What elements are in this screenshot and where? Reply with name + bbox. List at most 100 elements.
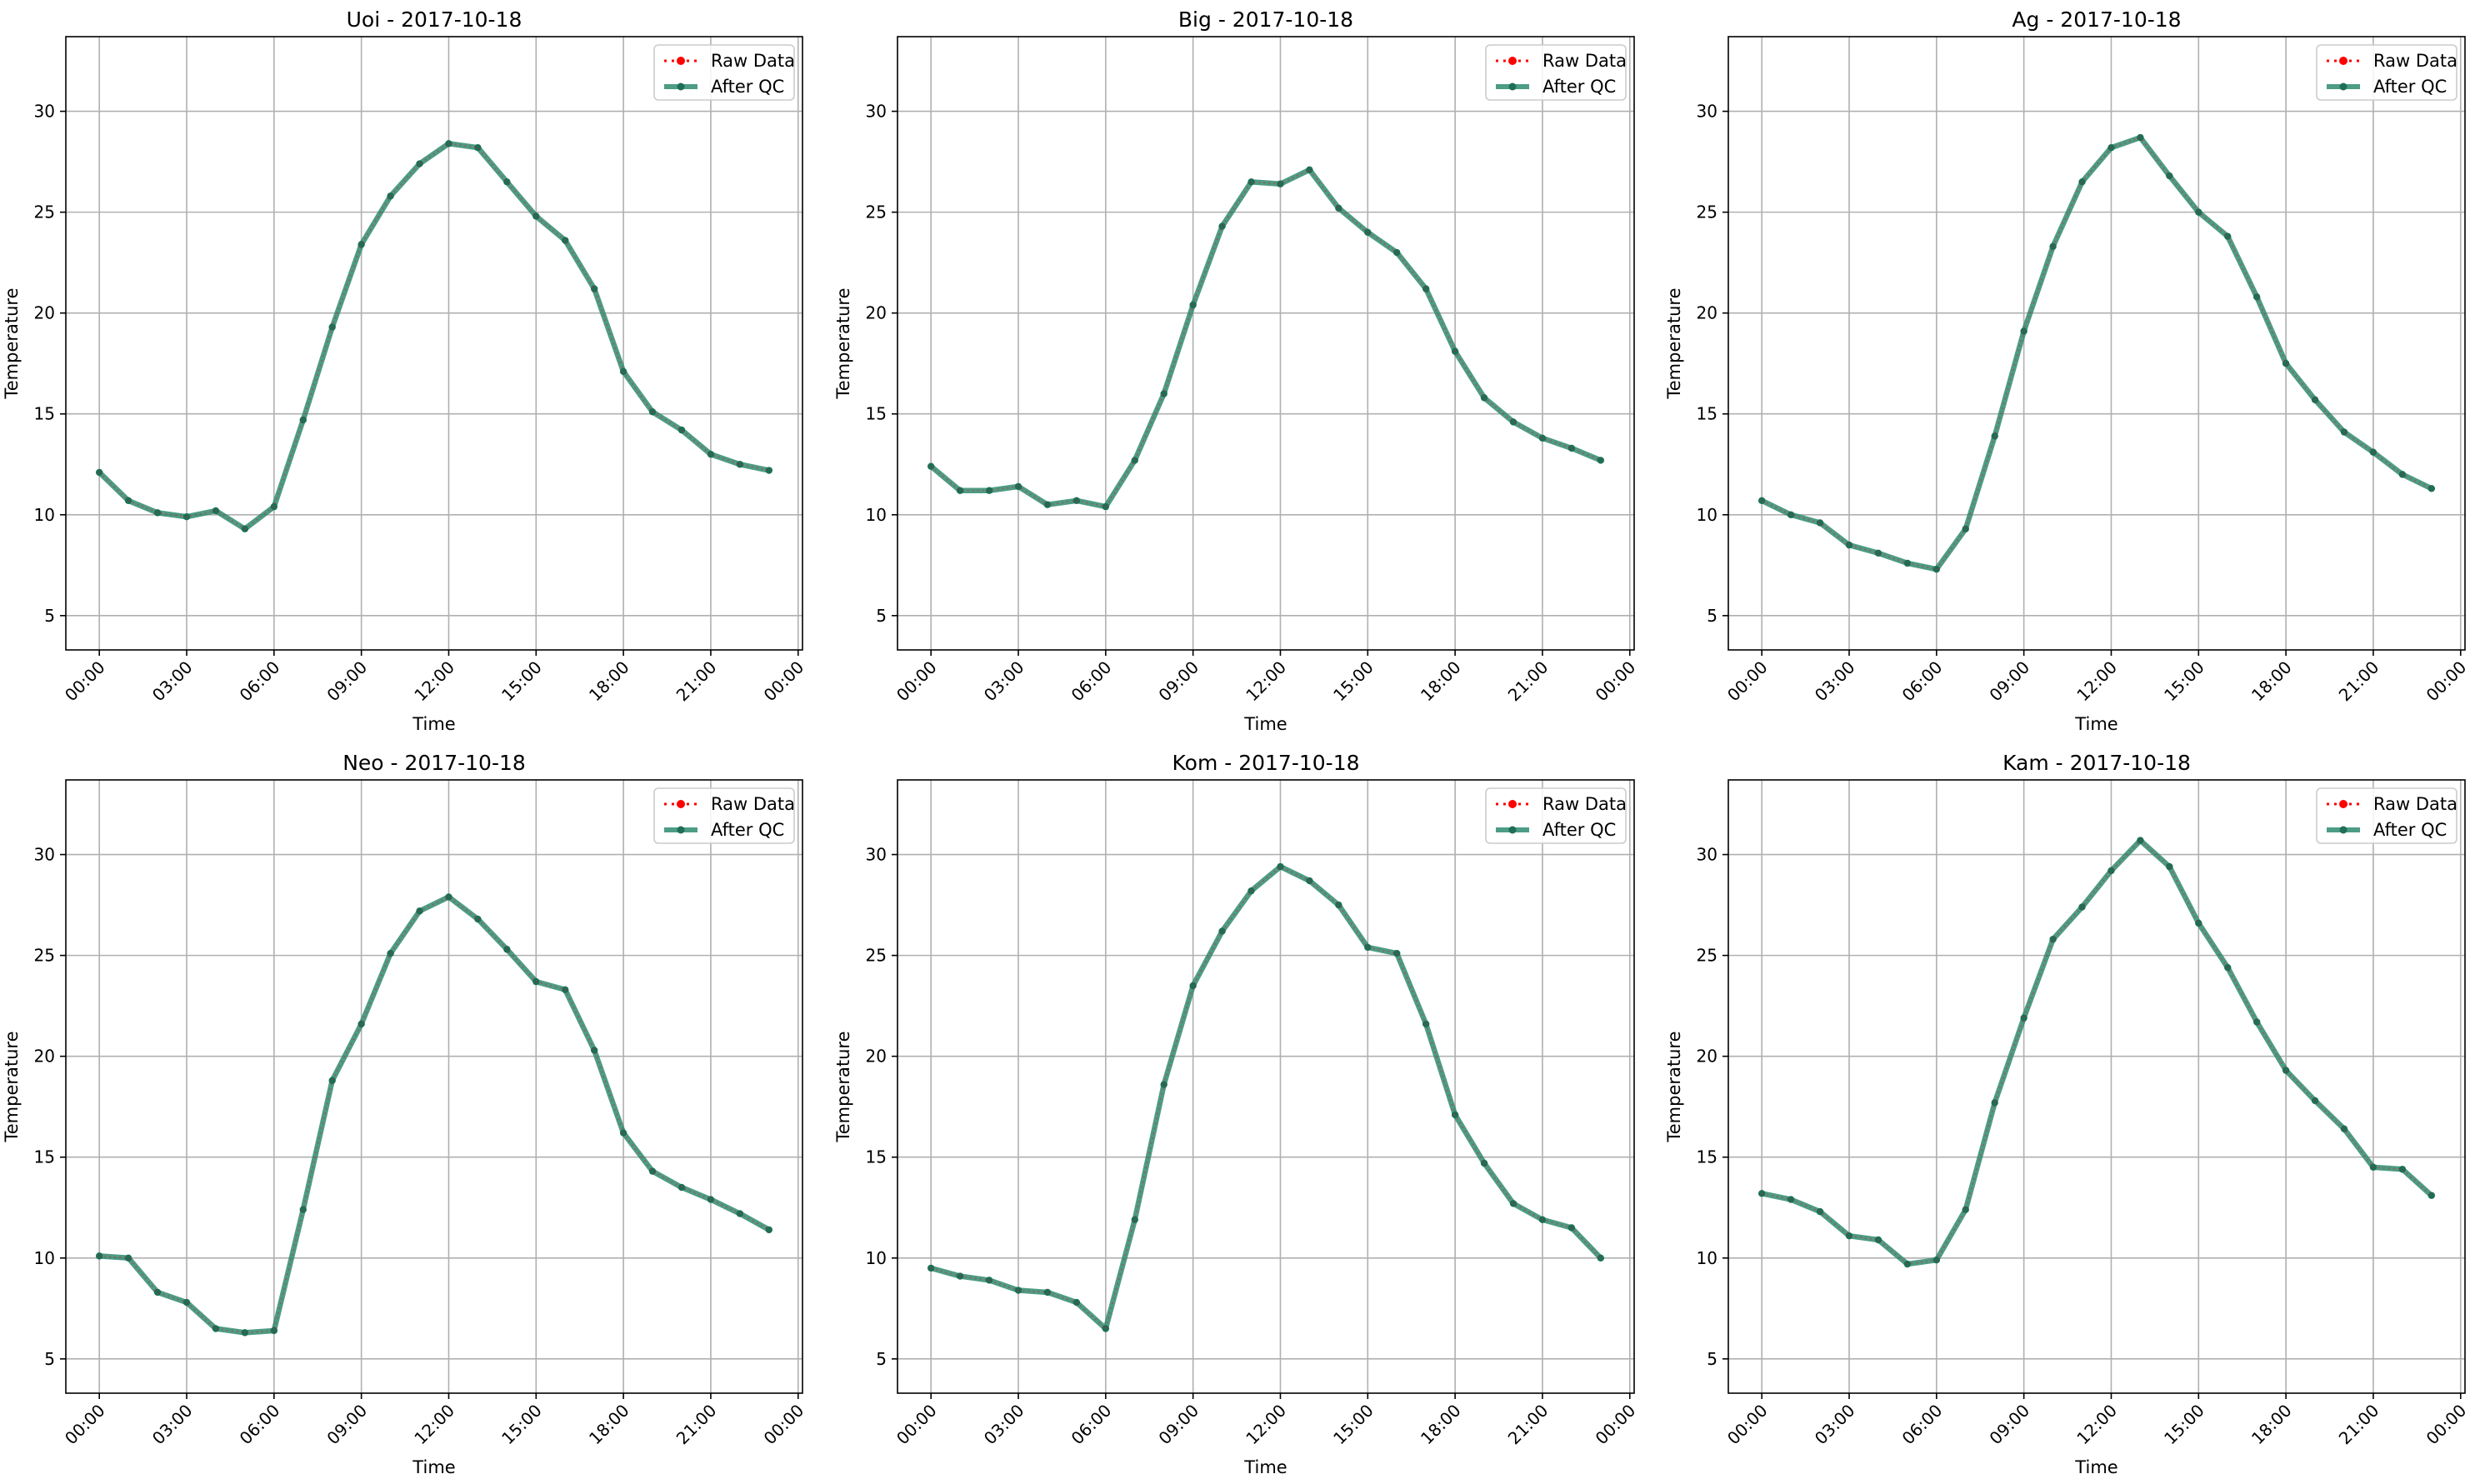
after-qc-point bbox=[562, 986, 569, 993]
x-tick-label: 09:00 bbox=[322, 657, 371, 706]
after-qc-point bbox=[1248, 178, 1255, 186]
after-qc-legend-label: After QC bbox=[2373, 820, 2447, 840]
raw-data-legend-label: Raw Data bbox=[711, 51, 795, 71]
after-qc-line bbox=[1760, 134, 2433, 572]
after-qc-point bbox=[1160, 1081, 1168, 1088]
after-qc-point bbox=[1962, 1206, 1969, 1213]
after-qc-point bbox=[1364, 228, 1372, 237]
after-qc-point bbox=[2137, 133, 2144, 142]
after-qc-point bbox=[678, 1183, 686, 1192]
raw-data-line bbox=[930, 168, 1602, 508]
after-qc-legend-label: After QC bbox=[1542, 820, 1616, 840]
after-qc-legend-label: After QC bbox=[1542, 77, 1616, 97]
after-qc-point bbox=[358, 241, 365, 248]
y-tick-label: 5 bbox=[1707, 1349, 1718, 1369]
after-qc-point bbox=[358, 1020, 365, 1028]
raw-data-line bbox=[1761, 839, 2432, 1266]
x-tick-label: 00:00 bbox=[2422, 657, 2471, 706]
after-qc-point bbox=[270, 1327, 278, 1335]
after-qc-point bbox=[532, 977, 540, 986]
after-qc-point bbox=[2166, 172, 2173, 180]
after-qc-point bbox=[474, 915, 482, 923]
raw-data-line bbox=[1761, 136, 2432, 571]
axes-frame bbox=[897, 779, 1635, 1394]
after-qc-point bbox=[1131, 457, 1138, 464]
y-tick-label: 10 bbox=[34, 1248, 55, 1268]
after-qc-point bbox=[648, 408, 657, 416]
after-qc-point bbox=[1131, 1216, 1138, 1223]
x-tick-label: 18:00 bbox=[585, 1401, 633, 1449]
after-qc-point bbox=[1787, 1196, 1795, 1203]
x-tick-label: 18:00 bbox=[1417, 1401, 1465, 1449]
x-tick-label: 03:00 bbox=[148, 1401, 197, 1449]
after-qc-point bbox=[1845, 541, 1853, 549]
after-qc-point bbox=[985, 1277, 993, 1284]
x-tick-label: 12:00 bbox=[410, 1401, 458, 1449]
after-qc-point bbox=[387, 192, 394, 200]
after-qc-point bbox=[1903, 1260, 1912, 1268]
after-qc-point bbox=[1422, 1020, 1430, 1028]
axes-frame bbox=[1728, 779, 2466, 1394]
after-qc-legend-marker bbox=[677, 82, 685, 91]
after-qc-point bbox=[2195, 208, 2202, 216]
after-qc-point bbox=[1932, 565, 1941, 573]
y-tick-label: 15 bbox=[1697, 1147, 1718, 1167]
after-qc-point bbox=[2224, 232, 2232, 240]
after-qc-point bbox=[1189, 301, 1197, 309]
raw-data-line bbox=[99, 896, 770, 1334]
after-qc-point bbox=[1277, 180, 1284, 187]
axes-frame bbox=[1728, 36, 2466, 651]
after-qc-legend-label: After QC bbox=[711, 820, 784, 840]
after-qc-point bbox=[1248, 887, 1255, 895]
x-tick-label: 21:00 bbox=[2335, 1401, 2383, 1449]
after-qc-point bbox=[1189, 982, 1197, 990]
chart-title: Kam - 2017-10-18 bbox=[2002, 751, 2191, 775]
x-tick-label: 21:00 bbox=[672, 657, 721, 706]
x-axis-label: Time bbox=[412, 1457, 455, 1477]
legend: Raw Data After QC bbox=[1485, 787, 1627, 844]
x-tick-label: 21:00 bbox=[2335, 657, 2383, 706]
after-qc-point bbox=[1538, 434, 1547, 442]
after-qc-point bbox=[927, 462, 935, 470]
after-qc-point bbox=[153, 1288, 162, 1297]
raw-data-line bbox=[98, 142, 770, 530]
x-tick-label: 21:00 bbox=[672, 1401, 721, 1449]
x-tick-label: 06:00 bbox=[1898, 1401, 1947, 1449]
after-qc-point bbox=[1758, 1190, 1766, 1197]
after-qc-legend-marker bbox=[2339, 82, 2348, 91]
after-qc-point bbox=[736, 461, 744, 468]
x-tick-label: 15:00 bbox=[2160, 657, 2208, 706]
y-axis-label: Temperature bbox=[833, 287, 853, 399]
after-qc-point bbox=[95, 1252, 103, 1260]
raw-data-legend-marker bbox=[677, 57, 685, 65]
after-qc-point bbox=[1014, 1287, 1022, 1294]
y-tick-label: 25 bbox=[1697, 202, 1718, 222]
y-tick-label: 5 bbox=[44, 1349, 55, 1369]
x-tick-label: 15:00 bbox=[1329, 657, 1378, 706]
x-tick-label: 12:00 bbox=[410, 657, 458, 706]
after-qc-point bbox=[95, 468, 103, 477]
after-qc-point bbox=[2311, 396, 2319, 403]
raw-data-legend-marker bbox=[2339, 57, 2348, 65]
after-qc-point bbox=[590, 285, 598, 292]
chart-panel-4: 5 10 15 20 25 30 00:00 03:00 06:00 09:00 12:00 15:0… bbox=[2, 751, 808, 1477]
after-qc-point bbox=[1874, 549, 1882, 557]
after-qc-point bbox=[387, 950, 394, 957]
x-tick-label: 18:00 bbox=[585, 657, 633, 706]
after-qc-point bbox=[1102, 1325, 1110, 1332]
legend: Raw Data After QC bbox=[653, 44, 795, 101]
x-tick-label: 15:00 bbox=[498, 1401, 546, 1449]
after-qc-point bbox=[678, 426, 686, 434]
x-tick-label: 21:00 bbox=[1504, 1401, 1552, 1449]
x-tick-label: 18:00 bbox=[2248, 657, 2296, 706]
y-axis-label: Temperature bbox=[833, 1031, 853, 1142]
x-tick-label: 03:00 bbox=[148, 657, 197, 706]
y-tick-label: 10 bbox=[866, 505, 887, 525]
y-axis-label: Temperature bbox=[1664, 1031, 1684, 1142]
x-tick-label: 00:00 bbox=[1592, 657, 1640, 706]
after-qc-point bbox=[2398, 1166, 2407, 1173]
after-qc-point bbox=[985, 487, 993, 494]
after-qc-point bbox=[2078, 903, 2086, 911]
after-qc-point bbox=[2166, 862, 2173, 871]
